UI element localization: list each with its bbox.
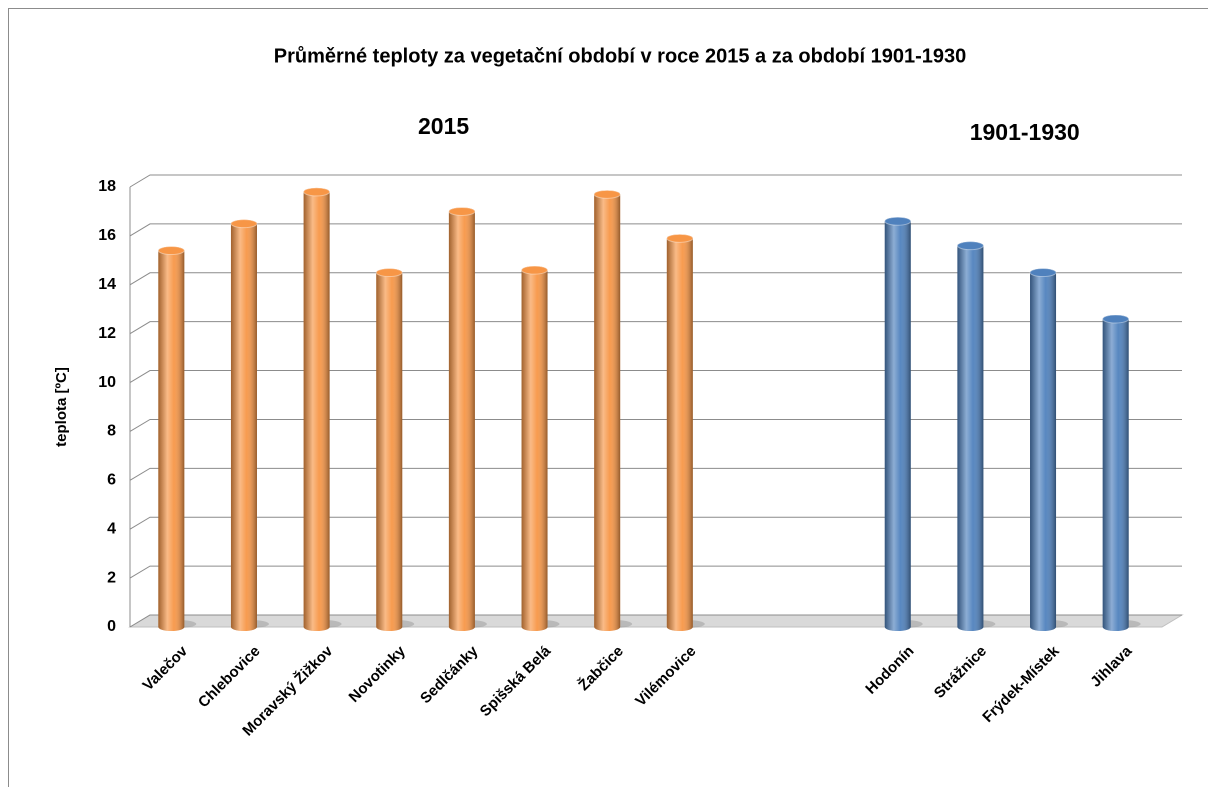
grid-line bbox=[129, 370, 1182, 383]
grid-line bbox=[129, 272, 1182, 286]
group-title: 1901-1930 bbox=[970, 119, 1080, 145]
bar bbox=[957, 241, 984, 631]
chart-title: Průměrné teploty za vegetační období v r… bbox=[274, 45, 966, 67]
y-tick-label: 14 bbox=[98, 276, 116, 293]
grid-line bbox=[129, 516, 1182, 530]
grid-line bbox=[129, 174, 1182, 188]
bar-cap bbox=[666, 233, 694, 243]
y-tick-label: 4 bbox=[107, 520, 116, 537]
bar-cap bbox=[448, 206, 476, 216]
bar-cap bbox=[521, 265, 549, 275]
y-tick-label: 16 bbox=[98, 227, 116, 244]
grid-line bbox=[129, 467, 1182, 481]
bar-cap bbox=[1029, 268, 1057, 278]
bar-cap bbox=[956, 241, 984, 251]
bar bbox=[666, 234, 693, 632]
grid-line bbox=[129, 223, 1182, 237]
grid-line bbox=[129, 614, 1182, 628]
group-title: 2015 bbox=[418, 113, 469, 139]
grid-line bbox=[129, 565, 1182, 579]
bar-cap bbox=[230, 219, 258, 229]
bar bbox=[448, 207, 475, 631]
bar bbox=[884, 217, 911, 631]
bar-cap bbox=[593, 189, 621, 199]
bar-cap bbox=[884, 216, 912, 226]
y-tick-label: 0 bbox=[107, 618, 116, 635]
bar-cap bbox=[1102, 314, 1130, 324]
y-tick-label: 2 bbox=[107, 569, 116, 586]
y-tick-label: 12 bbox=[98, 325, 116, 342]
bar bbox=[376, 268, 403, 631]
y-tick-label: 10 bbox=[98, 374, 116, 391]
bar bbox=[158, 246, 185, 632]
grid-line bbox=[129, 321, 1182, 335]
bar bbox=[1030, 268, 1057, 631]
y-axis-label: teplota [ºC] bbox=[53, 367, 70, 447]
bar-cap bbox=[375, 268, 403, 278]
bar bbox=[1102, 315, 1129, 631]
y-tick-label: 18 bbox=[98, 178, 116, 195]
bar bbox=[230, 219, 257, 631]
bar bbox=[303, 187, 330, 631]
y-tick-label: 6 bbox=[107, 472, 116, 489]
bar bbox=[521, 266, 548, 631]
chart-floor bbox=[128, 614, 1184, 628]
bar bbox=[594, 190, 621, 632]
grid-line bbox=[129, 418, 1182, 432]
bar-cap bbox=[157, 246, 185, 256]
y-tick-label: 8 bbox=[107, 423, 116, 440]
bar-cap bbox=[303, 187, 331, 197]
